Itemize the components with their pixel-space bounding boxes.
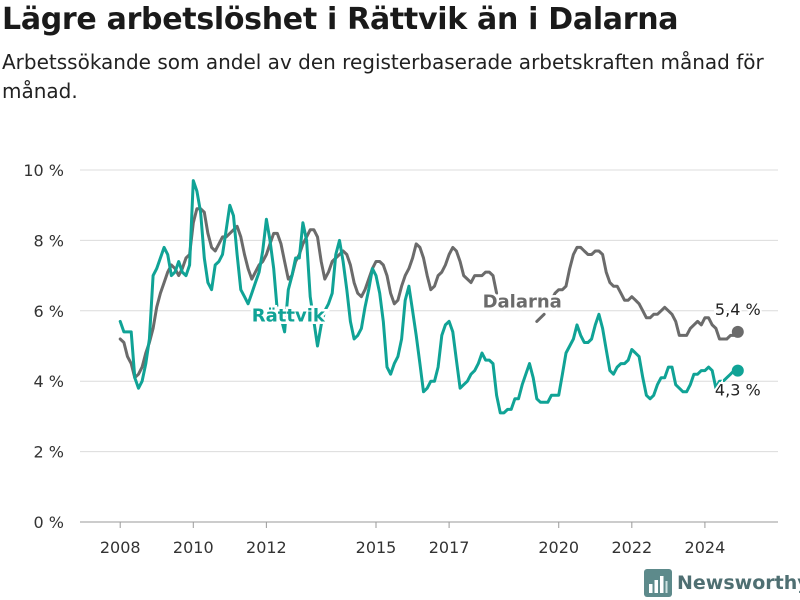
series-line-dalarna [118,207,499,380]
chart-subtitle: Arbetssökande som andel av den registerb… [2,50,764,103]
grid-lines [80,169,778,523]
series-line-dalarna [535,312,546,323]
y-tick-label: 8 % [34,231,64,250]
newsworthy-brand: Newsworthy [644,568,800,598]
x-tick-label: 2017 [429,538,470,557]
y-tick-label: 6 % [34,302,64,321]
series-label-r-ttvik: Rättvik [252,305,326,326]
chart-title: Lägre arbetslöshet i Rättvik än i Dalarn… [2,2,679,37]
end-value-label-r-ttvik: 4,3 % [715,381,761,400]
y-tick-label: 10 % [23,161,64,180]
series-line-r-ttvik [118,179,740,415]
x-tick-label: 2022 [611,538,652,557]
end-value-label-dalarna: 5,4 % [715,300,761,319]
series-labels: Dalarna 5,4 % Rättvik 4,3 % [249,289,762,402]
brand-name: Newsworthy [677,572,800,594]
end-point-dalarna [731,325,744,338]
x-tick-label: 2015 [356,538,397,557]
y-tick-label: 4 % [34,372,64,391]
x-axis-ticks: 2008 2010 2012 2015 2017 2020 2022 2024 [100,522,725,557]
y-tick-label: 0 % [34,513,64,532]
y-tick-label: 2 % [34,443,64,462]
series-lines [118,179,744,415]
bar-chart-logo-icon [644,569,672,597]
end-point-r-ttvik [731,364,744,377]
series-line-dalarna [549,245,740,341]
x-tick-label: 2008 [100,538,141,557]
x-tick-label: 2010 [173,538,214,557]
series-label-dalarna: Dalarna [483,291,562,312]
y-axis-ticks: 0 % 2 % 4 % 6 % 8 % 10 % [23,161,64,532]
x-tick-label: 2012 [246,538,287,557]
x-tick-label: 2024 [685,538,726,557]
x-tick-label: 2020 [538,538,579,557]
